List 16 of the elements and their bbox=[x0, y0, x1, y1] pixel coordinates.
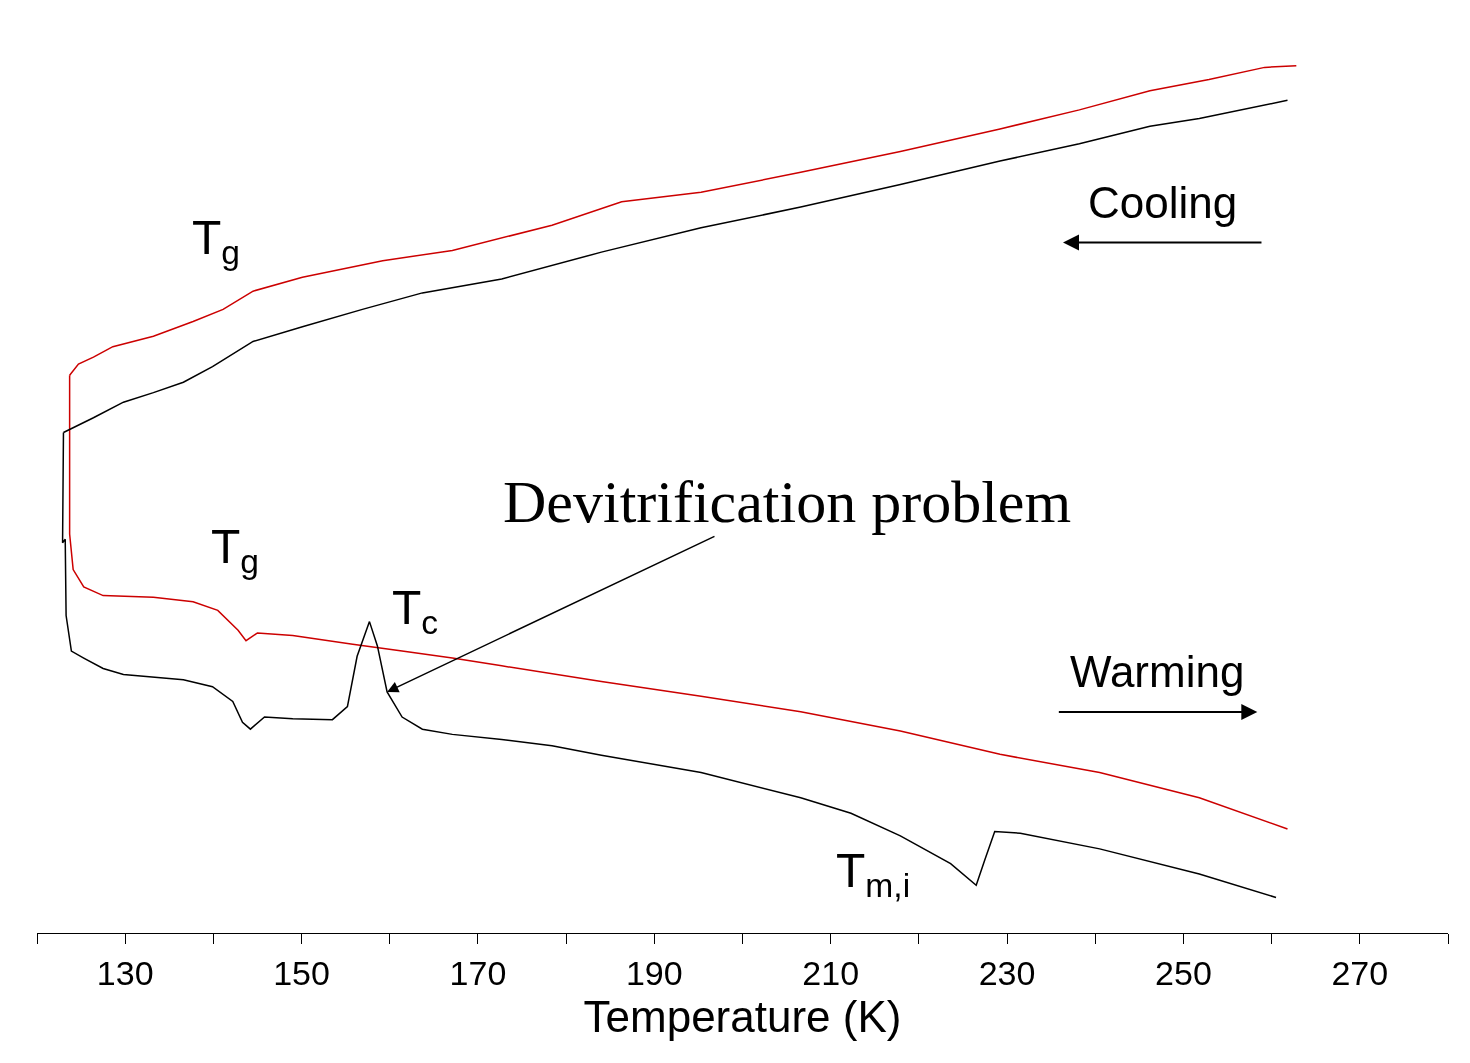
x-tick-label: 270 bbox=[1331, 953, 1389, 992]
x-tick-label: 150 bbox=[273, 953, 330, 992]
x-tick-label: 170 bbox=[449, 953, 507, 992]
x-tick-label: 130 bbox=[96, 953, 154, 992]
x-tick-label: 210 bbox=[802, 953, 860, 992]
x-tick-label: 190 bbox=[625, 953, 683, 992]
x-tick-label: 230 bbox=[978, 953, 1036, 992]
annotation: Cooling bbox=[1088, 178, 1238, 227]
x-tick-label: 250 bbox=[1155, 953, 1212, 992]
annotation: Devitrification problem bbox=[503, 469, 1072, 535]
annotation: Warming bbox=[1070, 647, 1245, 696]
annotation: T$_{m,i}$ bbox=[836, 844, 911, 905]
x-axis-title: Temperature (K) bbox=[583, 992, 902, 1042]
annotation: T$_{g}$ bbox=[192, 211, 241, 272]
annotation: T$_{g}$ bbox=[211, 520, 260, 581]
annotation: T$_{c}$ bbox=[392, 581, 439, 642]
